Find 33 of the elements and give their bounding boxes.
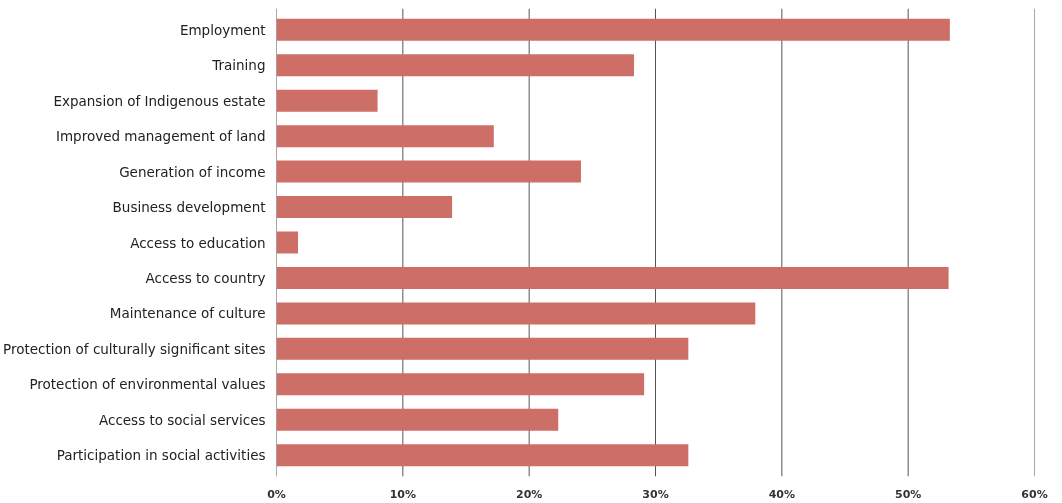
bar (276, 54, 635, 77)
bar (276, 408, 559, 431)
y-tick-label: Protection of culturally significant sites (3, 340, 266, 357)
x-tick-label: 10% (389, 487, 417, 501)
x-tick-label: 20% (516, 487, 543, 501)
y-tick-label: Business development (112, 199, 266, 216)
x-tick-label: 50% (895, 487, 922, 501)
bar (276, 18, 950, 41)
bar (276, 337, 689, 360)
x-tick-label: 60% (1021, 487, 1048, 501)
y-tick-label: Maintenance of culture (109, 305, 266, 322)
y-tick-label: Participation in social activities (56, 447, 266, 464)
y-tick-label: Improved management of land (55, 128, 266, 145)
y-tick-label: Training (211, 57, 266, 74)
y-tick-label: Access to country (145, 269, 266, 286)
y-tick-label: Access to social services (98, 411, 266, 428)
bar (276, 266, 949, 289)
y-tick-label: Access to education (130, 234, 266, 251)
bar (276, 302, 756, 325)
y-tick-label: Protection of environmental values (29, 376, 266, 393)
y-tick-label: Generation of income (119, 163, 266, 180)
bar (276, 231, 298, 254)
x-tick-label: 0% (267, 487, 286, 501)
bar (276, 89, 378, 112)
bar (276, 373, 645, 396)
bar (276, 444, 689, 467)
x-tick-label: 30% (642, 487, 669, 501)
y-tick-label: Expansion of Indigenous estate (53, 92, 266, 109)
y-tick-label: Employment (179, 21, 266, 38)
bar (276, 196, 453, 219)
x-tick-label: 40% (768, 487, 796, 501)
bar (276, 160, 581, 183)
bar (276, 125, 494, 148)
